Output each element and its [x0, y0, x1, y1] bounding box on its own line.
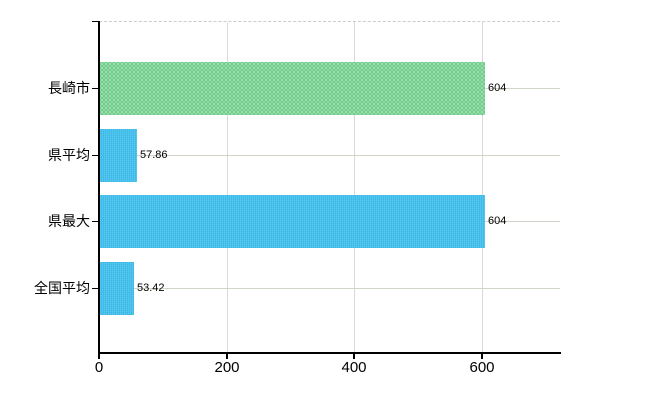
y-axis-tick: [92, 221, 98, 222]
vertical-gridline: [354, 22, 355, 352]
bar-4: [100, 262, 134, 315]
y-axis-tick: [92, 88, 98, 89]
bar-value-label: 604: [488, 82, 507, 94]
category-gridline: [100, 155, 560, 156]
x-axis-tick: [481, 352, 483, 359]
x-axis-tick: [353, 352, 355, 359]
y-axis-tick: [92, 155, 98, 156]
category-label: 全国平均: [34, 280, 90, 296]
bar-value-label: 53.42: [137, 282, 165, 294]
bar-2: [100, 129, 137, 182]
bar-3: [100, 195, 485, 248]
x-axis-tick: [226, 352, 228, 359]
bar-value-label: 57.86: [140, 149, 168, 161]
x-axis: [98, 352, 561, 354]
x-axis-tick-label: 200: [214, 359, 240, 376]
y-axis-tick: [92, 288, 98, 289]
x-axis-tick: [98, 352, 100, 359]
bar-1: [100, 62, 485, 115]
x-axis-tick-label: 600: [469, 359, 495, 376]
x-axis-tick-label: 400: [341, 359, 367, 376]
y-axis: [98, 21, 100, 358]
category-label: 長崎市: [48, 80, 90, 96]
y-axis-top-tick: [92, 21, 98, 22]
category-gridline: [100, 288, 560, 289]
plot-top-border: [99, 21, 560, 22]
x-axis-tick-label: 0: [94, 359, 104, 376]
category-label: 県平均: [48, 147, 90, 163]
vertical-gridline: [482, 22, 483, 352]
vertical-gridline: [227, 22, 228, 352]
bar-value-label: 604: [488, 215, 507, 227]
category-label: 県最大: [48, 213, 90, 229]
